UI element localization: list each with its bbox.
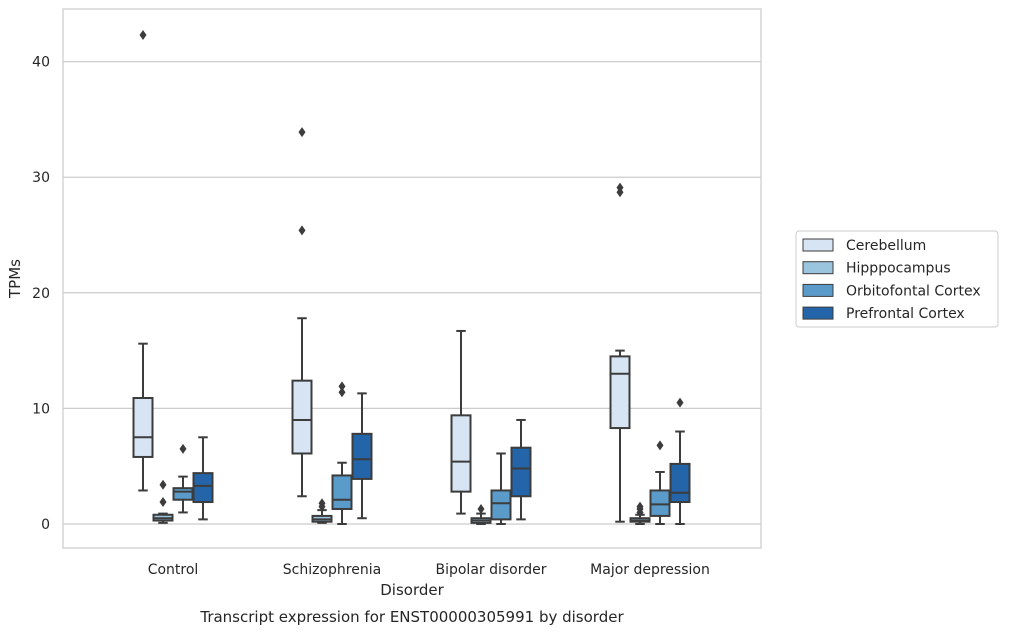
outlier-point	[298, 127, 306, 138]
legend-swatch	[802, 306, 834, 320]
box-body	[132, 396, 154, 458]
boxes	[132, 30, 691, 525]
outlier-point	[656, 440, 664, 451]
outlier-point	[477, 503, 485, 514]
outlier-point	[159, 479, 167, 490]
outlier-point	[636, 501, 644, 512]
box-1-3	[629, 501, 651, 525]
y-axis-ticks: 0 10 20 30 40	[32, 55, 50, 533]
box-body	[192, 472, 214, 504]
box-2-3	[649, 440, 671, 525]
box-body	[291, 379, 313, 455]
box-body	[649, 489, 671, 517]
box-body	[450, 414, 472, 493]
chart-caption: Transcript expression for ENST0000030599…	[199, 608, 624, 626]
outlier-point	[139, 30, 147, 41]
legend-label: Prefrontal Cortex	[846, 306, 965, 322]
box-0-0	[132, 30, 154, 492]
y-tick-label: 30	[32, 170, 50, 186]
outlier-point	[318, 498, 326, 509]
outlier-point	[179, 443, 187, 454]
legend-swatch	[802, 261, 834, 275]
box-body	[490, 489, 512, 521]
box-3-3	[669, 397, 691, 525]
x-tick-label: Bipolar disorder	[435, 562, 546, 578]
box-body	[510, 446, 532, 498]
box-body	[609, 355, 631, 430]
y-tick-label: 20	[32, 286, 50, 302]
box-1-2	[470, 503, 492, 525]
outlier-point	[338, 387, 346, 398]
x-tick-label: Schizophrenia	[283, 562, 381, 578]
outlier-point	[298, 225, 306, 236]
legend-label: Hipppocampus	[846, 261, 951, 277]
legend-swatch	[802, 238, 834, 252]
box-1-0	[152, 479, 174, 524]
box-2-2	[490, 452, 512, 525]
legend-label: Cerebellum	[846, 238, 926, 254]
legend-swatch	[802, 283, 834, 297]
gridlines	[63, 60, 761, 525]
box-3-0	[192, 436, 214, 521]
outlier-point	[616, 182, 624, 193]
x-tick-label: Major depression	[590, 562, 710, 578]
box-0-2	[450, 329, 472, 515]
outlier-point	[159, 497, 167, 508]
outlier-point	[676, 397, 684, 408]
legend: Cerebellum Hipppocampus Orbitofontal Corte…	[795, 230, 999, 328]
x-axis-label: Disorder	[380, 581, 444, 599]
y-axis-label: TPMs	[6, 259, 24, 299]
y-tick-label: 40	[32, 55, 50, 71]
box-2-1	[331, 381, 353, 525]
box-3-1	[351, 392, 373, 520]
box-0-3	[609, 182, 631, 523]
legend-frame	[795, 230, 999, 328]
box-1-1	[311, 498, 333, 524]
box-body	[331, 474, 353, 510]
outlier-point	[338, 381, 346, 392]
y-tick-label: 10	[32, 401, 50, 417]
x-axis-ticks: Control Schizophrenia Bipolar disorder Majo…	[148, 562, 710, 578]
box-0-1	[291, 127, 313, 498]
box-2-0	[172, 443, 194, 514]
box-body	[351, 432, 373, 480]
box-3-2	[510, 418, 532, 521]
box-body	[172, 487, 194, 501]
plot-area	[62, 8, 762, 549]
box-body	[669, 462, 691, 504]
y-tick-label: 0	[41, 517, 50, 533]
legend-label: Orbitofontal Cortex	[846, 283, 981, 299]
x-tick-label: Control	[148, 562, 199, 578]
